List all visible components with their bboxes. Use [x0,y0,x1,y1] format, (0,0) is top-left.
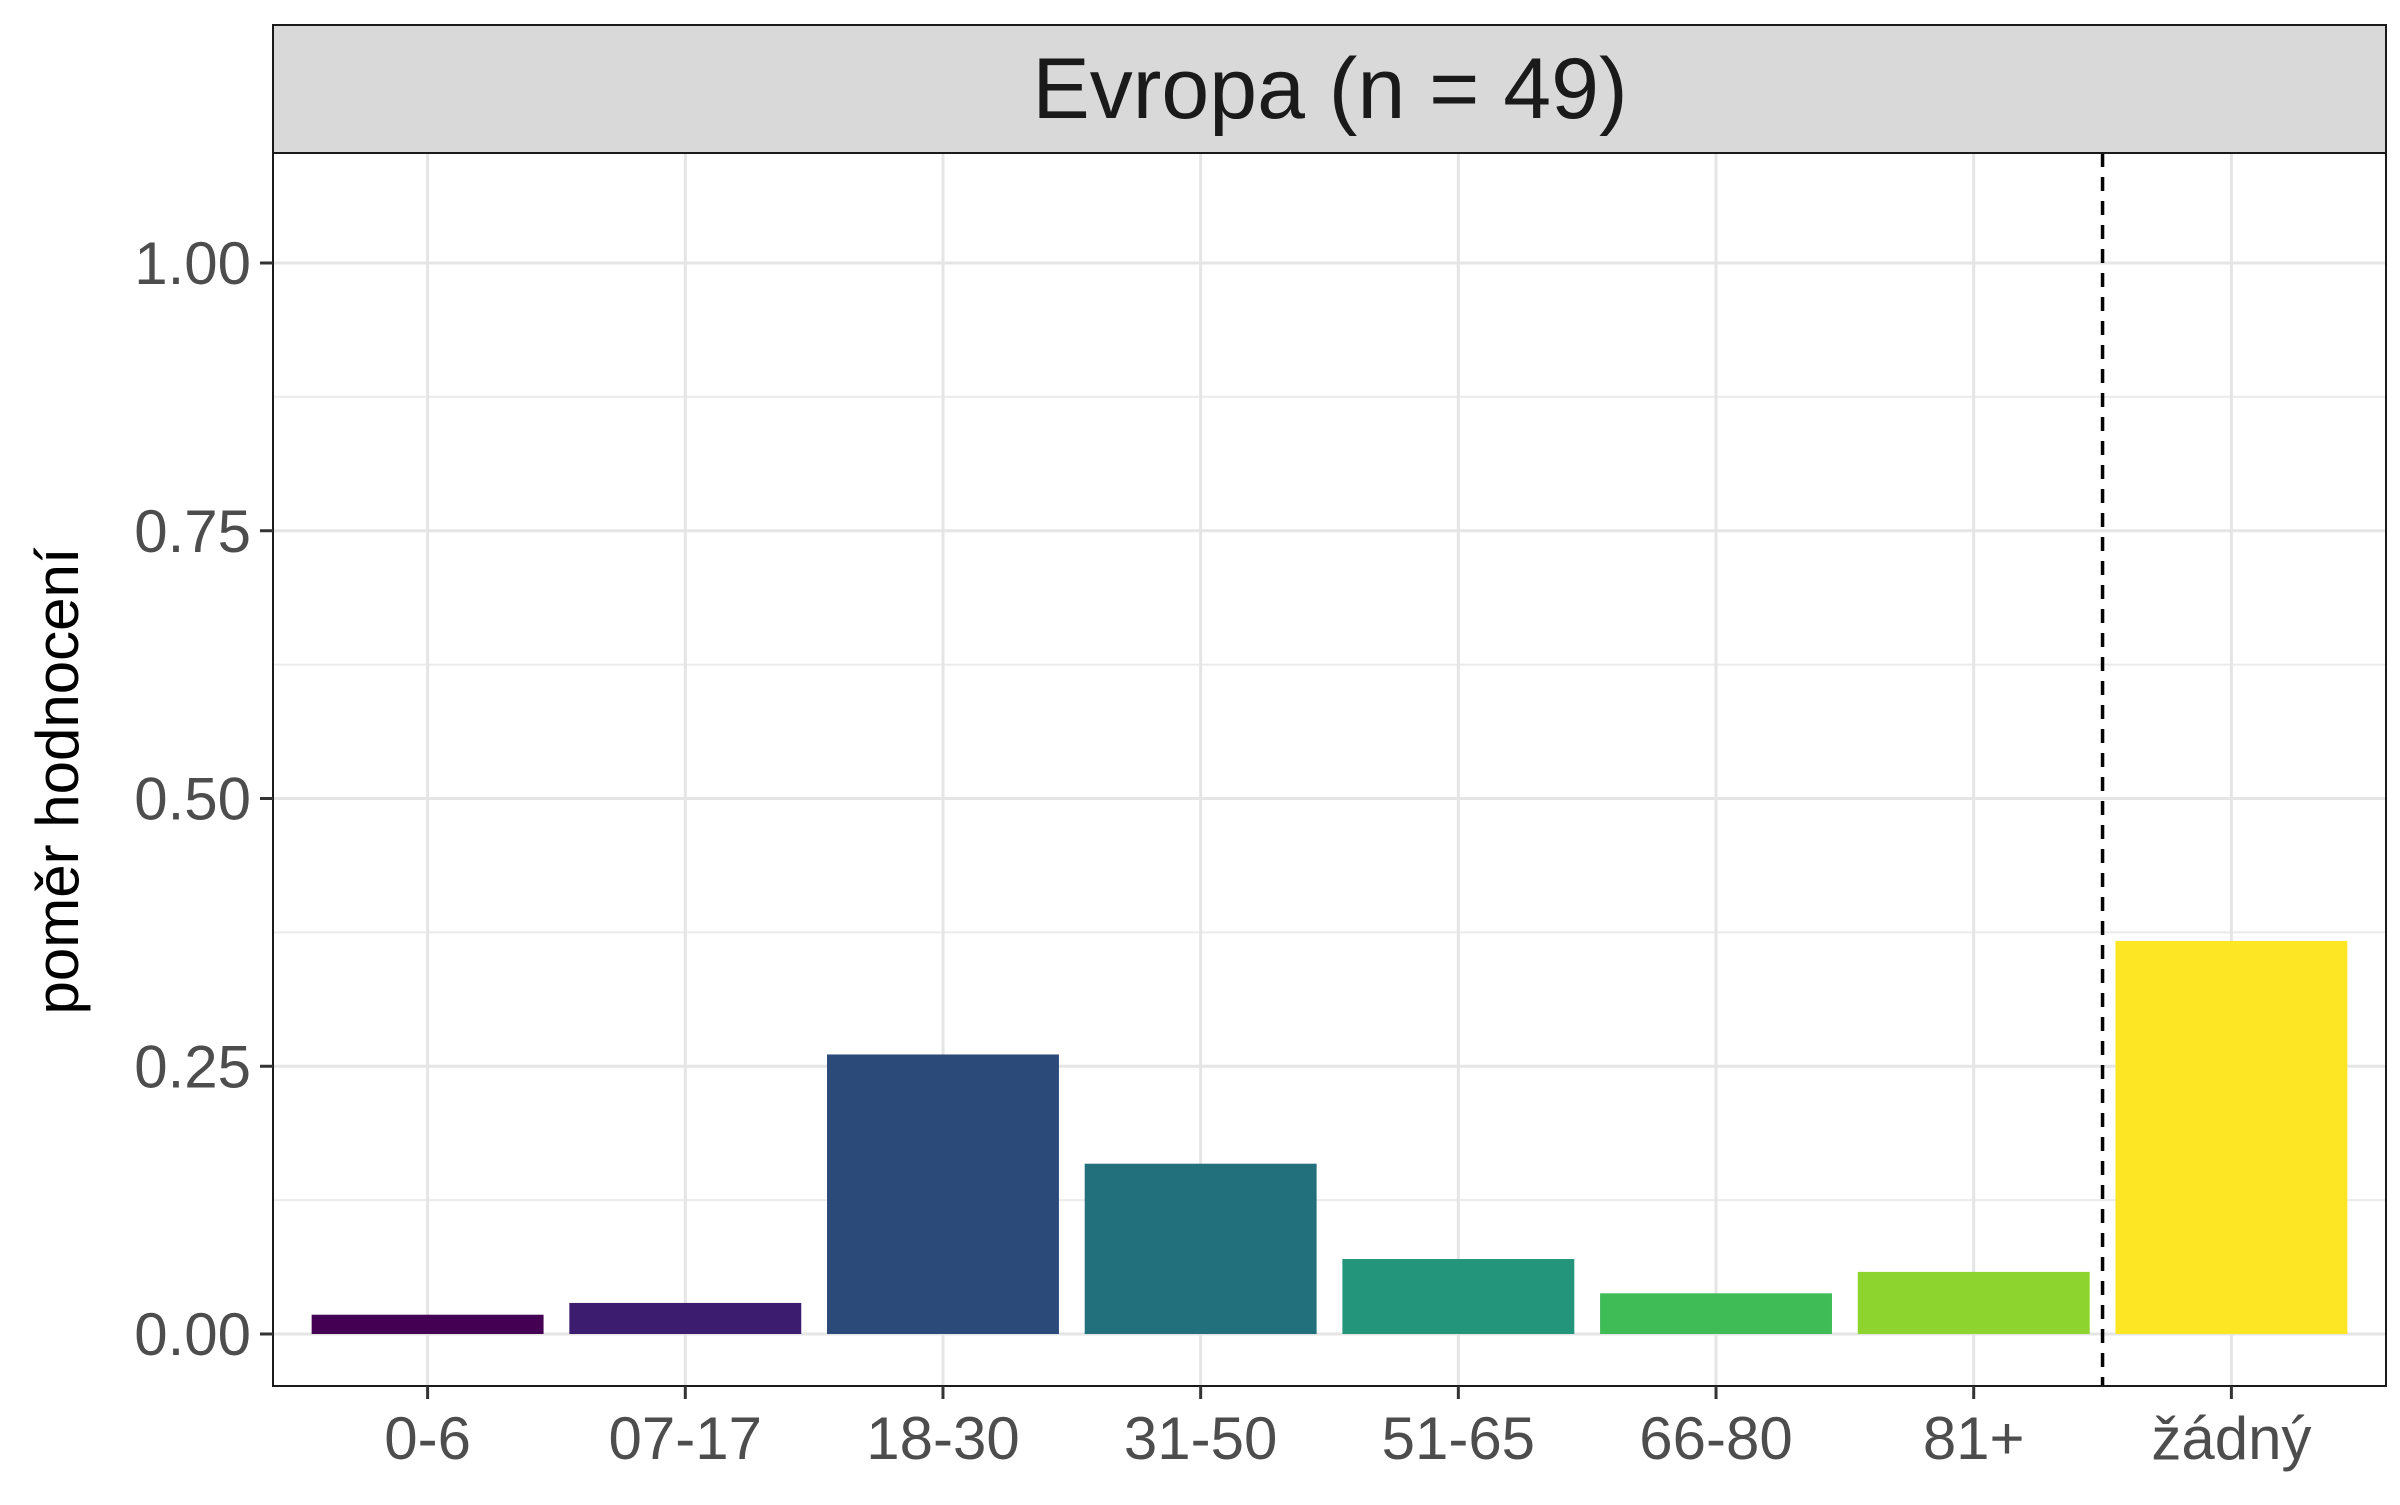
x-tick-label: 0-6 [384,1405,471,1472]
x-tick-label: 81+ [1923,1405,2025,1472]
x-tick-label: 51-65 [1382,1405,1535,1472]
x-tick-label: žádný [2151,1405,2311,1472]
x-axis: 0-6 07-17 18-30 31-50 51-65 66-80 81+ žádný [384,1386,2311,1472]
x-tick-label: 31-50 [1124,1405,1277,1472]
bar-žádný [2115,940,2348,1334]
x-tick-label: 66-80 [1639,1405,1792,1472]
x-tick-label: 07-17 [609,1405,762,1472]
bar-07-17 [569,1302,802,1334]
bar-66-80 [1600,1293,1832,1334]
bar-51-65 [1342,1259,1575,1334]
facet-strip [272,24,2387,154]
bar-18-30 [827,1054,1059,1334]
chart-title: Evropa (n = 49) [1032,41,1627,137]
bar-31-50 [1084,1163,1317,1334]
bar-layer [311,940,2348,1334]
panel-border [272,24,2387,1387]
bar-81+ [1857,1271,2090,1334]
bar-0-6 [311,1314,544,1334]
y-tick-label: 0.00 [134,1301,251,1368]
y-tick-label: 0.75 [134,498,251,565]
x-tick-label: 18-30 [866,1405,1019,1472]
grid-layer [273,153,2386,1386]
y-tick-label: 1.00 [134,230,251,297]
y-tick-label: 0.50 [134,766,251,833]
y-tick-label: 0.25 [134,1033,251,1100]
y-axis: 0.00 0.25 0.50 0.75 1.00 [134,230,273,1368]
y-axis-label: poměr hodnocení [24,547,91,1014]
